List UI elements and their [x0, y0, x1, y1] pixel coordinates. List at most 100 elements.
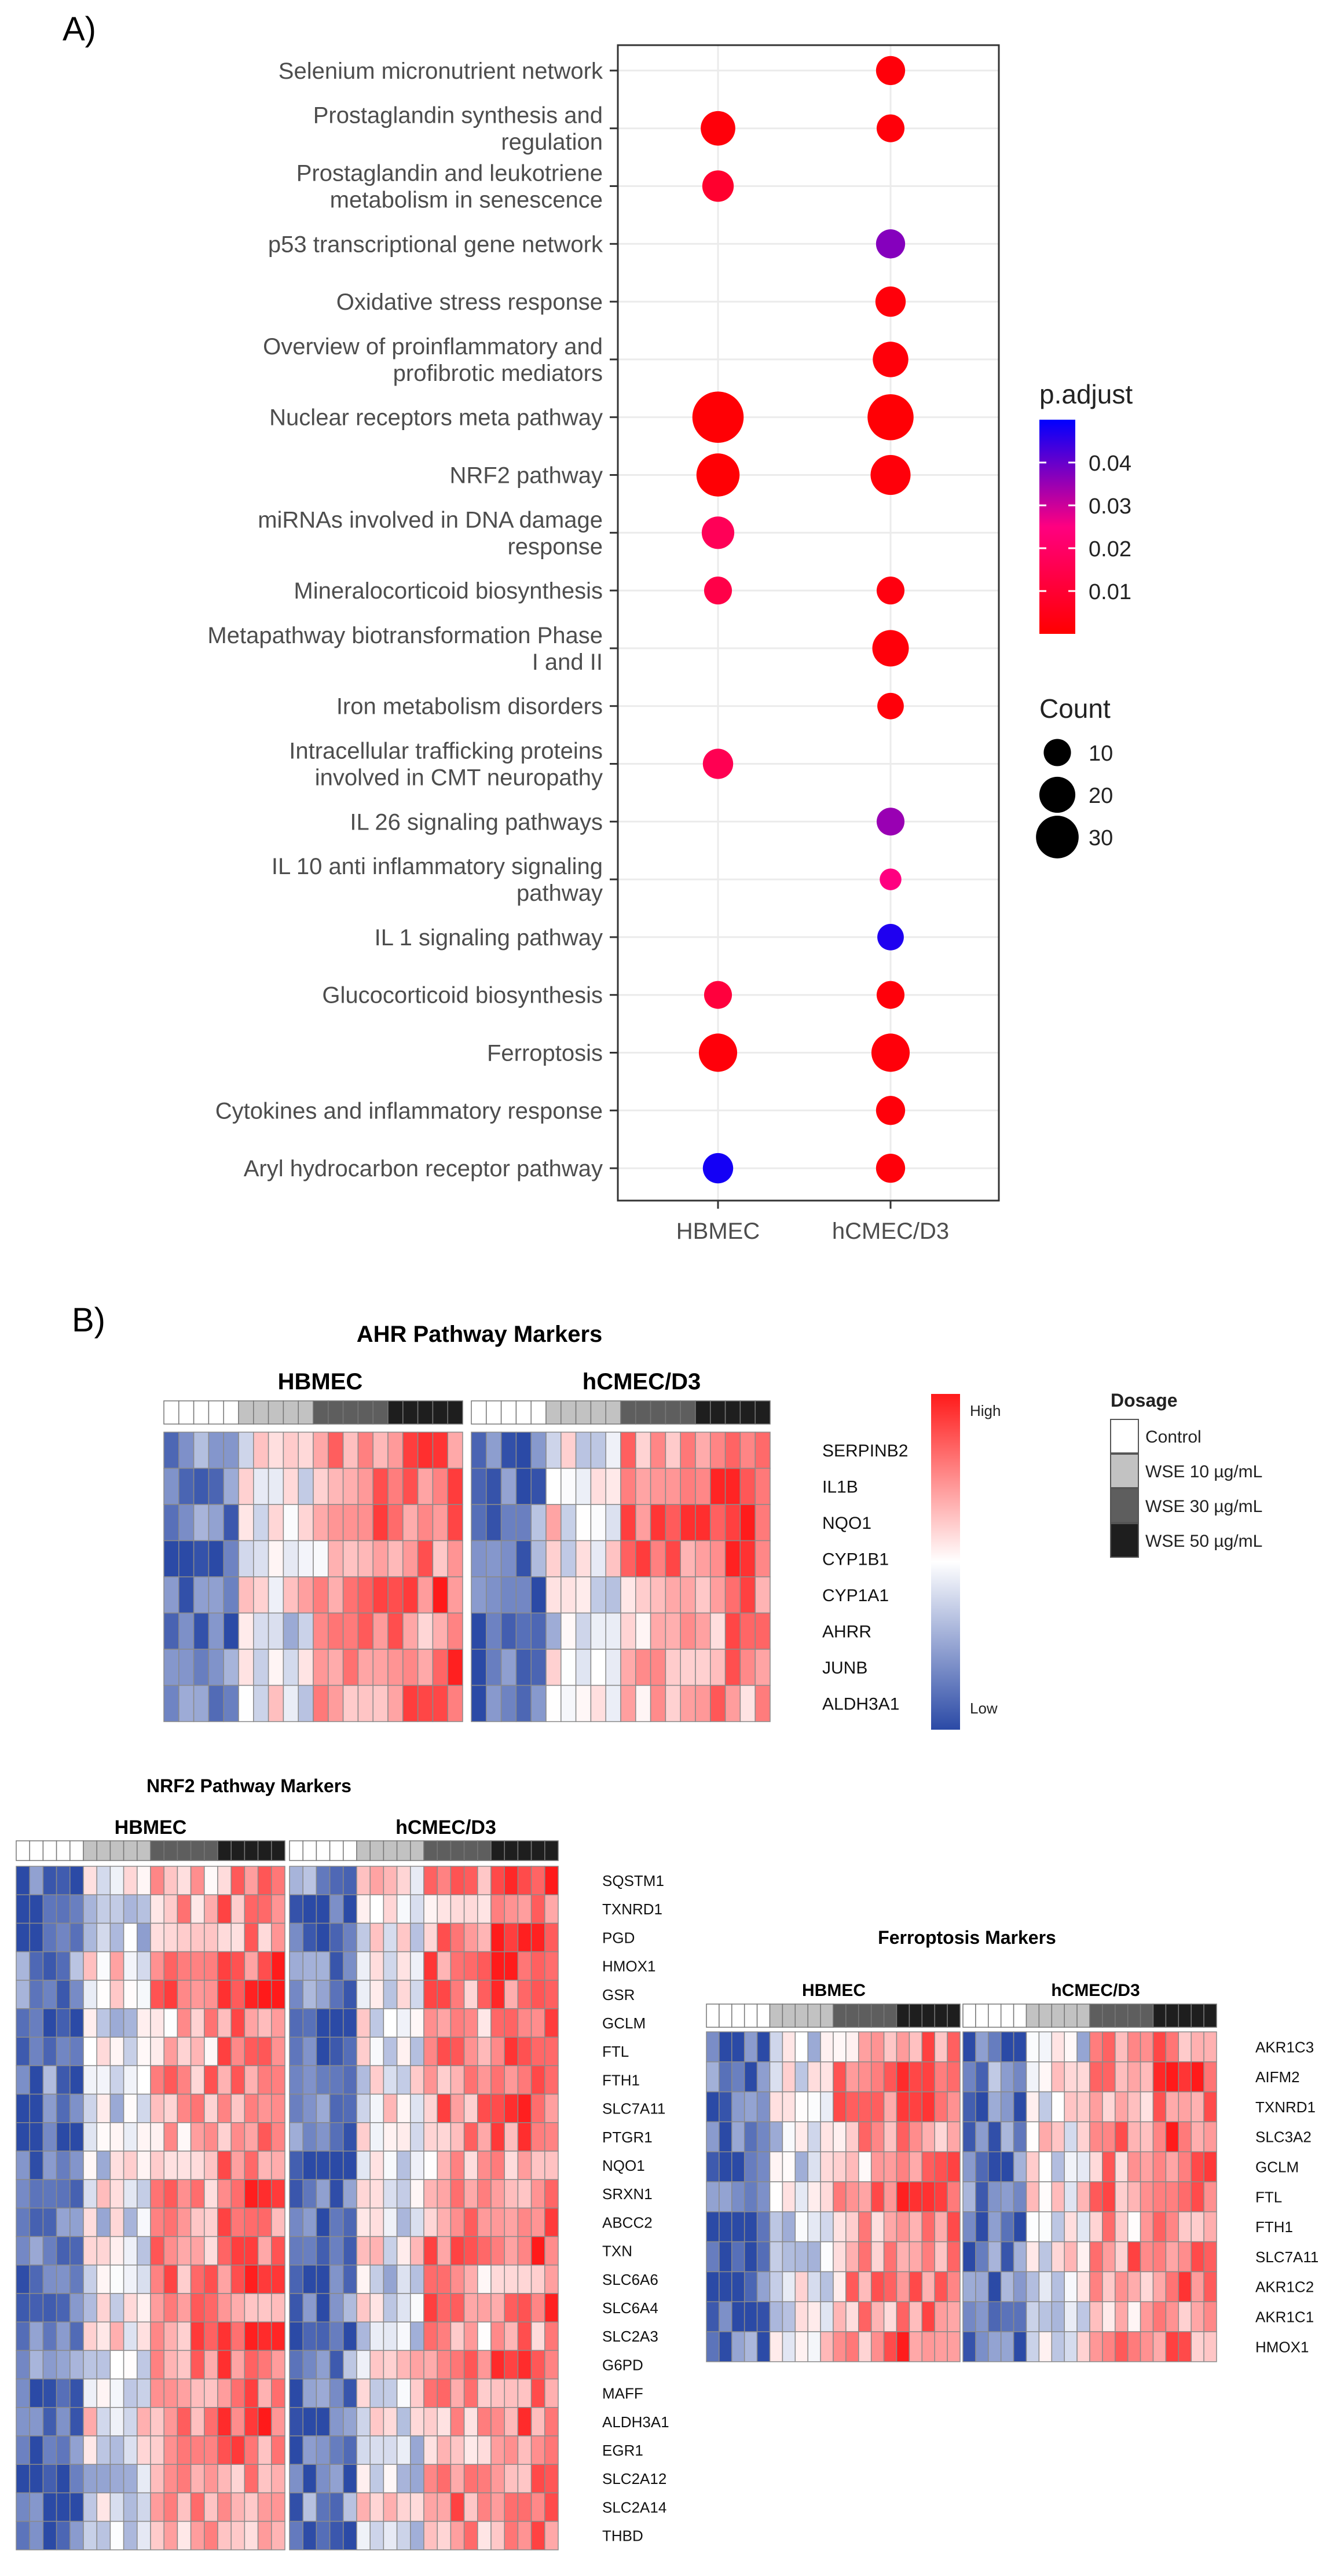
heatmap-cell: [706, 2091, 720, 2123]
heatmap-cell: [42, 1980, 57, 2009]
heatmap-cell: [833, 2061, 847, 2093]
gene-label: MAFF: [602, 2385, 643, 2402]
heatmap-cell: [1013, 2271, 1027, 2302]
heatmap-cell: [96, 1980, 111, 2009]
heatmap-cell: [504, 2008, 519, 2038]
heatmap-cell: [190, 2236, 205, 2266]
heatmap-cell: [383, 2435, 398, 2465]
heatmap-cell: [396, 2093, 411, 2123]
heatmap-cell: [545, 1467, 562, 1505]
heatmap-cell: [530, 2407, 545, 2436]
heatmap-cell: [490, 2207, 505, 2237]
dosage-annotation-cell: [163, 1840, 178, 1861]
heatmap-cell: [357, 1504, 373, 1542]
heatmap-cell: [123, 2407, 138, 2436]
heatmap-cell: [257, 2179, 272, 2209]
dosage-annotation-cell: [313, 1400, 329, 1425]
heatmap-cell: [96, 2008, 111, 2038]
heatmap-cell: [1191, 2241, 1204, 2273]
heatmap-cell: [500, 1685, 517, 1722]
heatmap-cell: [605, 1576, 621, 1614]
heatmap-cell: [316, 2435, 331, 2465]
pathway-label: regulation: [501, 130, 603, 155]
heatmap-cell: [477, 2122, 492, 2152]
heatmap-cell: [271, 2179, 285, 2209]
heatmap-cell: [756, 2241, 771, 2273]
heatmap-cell: [1000, 2031, 1014, 2063]
dosage-annotation-cell: [590, 1400, 606, 1425]
heatmap-cell: [450, 2093, 465, 2123]
p-adjust-colorbar: [1039, 420, 1075, 634]
heatmap-cell: [756, 2181, 771, 2212]
heatmap-cell: [807, 2031, 821, 2063]
heatmap-cell: [150, 2464, 164, 2494]
heatmap-cell: [253, 1649, 269, 1686]
heatmap-cell: [858, 2121, 872, 2152]
heatmap-cell: [988, 2211, 1002, 2243]
heatmap-cell: [271, 2293, 285, 2322]
heatmap-cell: [724, 1467, 741, 1505]
heatmap-cell: [410, 1894, 424, 1924]
dosage-annotation-cell: [477, 1840, 492, 1861]
enrichment-dots: [692, 56, 914, 1184]
heatmap-cell: [343, 1894, 357, 1924]
heatmap-cell: [517, 2492, 532, 2522]
heatmap-cell: [635, 1432, 651, 1469]
enrichment-dot: [704, 577, 732, 605]
dosage-annotation-cell: [756, 2003, 771, 2028]
heatmap-cell: [544, 1922, 559, 1953]
heatmap-cell: [719, 2031, 732, 2063]
heatmap-cell: [356, 2036, 371, 2067]
heatmap-cell: [369, 2151, 384, 2180]
heatmap-cell: [1140, 2271, 1154, 2302]
heatmap-cell: [29, 1980, 44, 2009]
heatmap-cell: [369, 2321, 384, 2351]
heatmap-cell: [343, 1866, 357, 1895]
heatmap-cell: [289, 1894, 303, 1924]
heatmap-cell: [271, 2093, 285, 2123]
heatmap-cell: [238, 1432, 254, 1469]
heatmap-cell: [719, 2241, 732, 2273]
nrf2-hbmec-label: HBMEC: [115, 1817, 187, 1839]
heatmap-cell: [69, 2151, 84, 2180]
dosage-annotation-cell: [1102, 2003, 1116, 2028]
heatmap-cell: [372, 1576, 389, 1614]
heatmap-cell: [490, 2008, 505, 2038]
heatmap-cell: [590, 1540, 606, 1577]
heatmap-cell: [410, 1951, 424, 1981]
heatmap-cell: [754, 1612, 771, 1650]
heatmap-cell: [1203, 2241, 1217, 2273]
gene-label: ALDH3A1: [602, 2413, 669, 2431]
heatmap-cell: [316, 2122, 331, 2152]
heatmap-cell: [56, 2151, 71, 2180]
heatmap-cell: [283, 1540, 299, 1577]
heatmap-cell: [329, 1866, 344, 1895]
heatmap-cell: [1089, 2091, 1103, 2123]
heatmap-cell: [29, 2350, 44, 2380]
pathway-label: Mineralocorticoid biosynthesis: [294, 578, 603, 604]
heatmap-cell: [83, 2435, 97, 2465]
heatmap-cell: [530, 2378, 545, 2408]
heatmap-cell: [756, 2091, 771, 2123]
heatmap-cell: [137, 2093, 151, 2123]
heatmap-cell: [42, 2179, 57, 2209]
heatmap-cell: [42, 2008, 57, 2038]
heatmap-cell: [163, 2265, 178, 2294]
heatmap-cell: [490, 1922, 505, 1953]
heatmap-cell: [486, 1504, 502, 1542]
heatmap-cell: [486, 1685, 502, 1722]
heatmap-cell: [316, 2293, 331, 2322]
heatmap-cell: [517, 2151, 532, 2180]
heatmap-cell: [1038, 2091, 1053, 2123]
heatmap-cell: [369, 1922, 384, 1953]
heatmap-cell: [477, 2008, 492, 2038]
heatmap-cell: [1089, 2211, 1103, 2243]
heatmap-cell: [302, 2207, 317, 2237]
heatmap-cell: [1051, 2091, 1065, 2123]
heatmap-cell: [244, 2520, 259, 2551]
heatmap-cell: [530, 1504, 547, 1542]
heatmap-cell: [450, 2122, 465, 2152]
heatmap-cell: [590, 1685, 606, 1722]
heatmap-cell: [1076, 2121, 1090, 2152]
